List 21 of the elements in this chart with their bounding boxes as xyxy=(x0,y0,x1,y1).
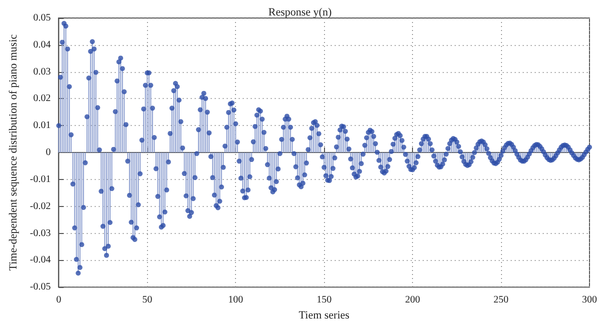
chart-title: Response y(n) xyxy=(268,6,332,18)
x-tick-label: 200 xyxy=(405,294,420,306)
y-tick-label: -0.02 xyxy=(30,200,51,212)
x-tick-label: 0 xyxy=(56,294,62,306)
x-tick-label: 250 xyxy=(494,294,509,306)
x-tick-label: 50 xyxy=(142,294,152,306)
y-tick-label: 0.04 xyxy=(33,39,51,50)
y-tick-label: 0.05 xyxy=(33,12,51,24)
x-tick-label: 300 xyxy=(582,294,597,306)
x-axis-title: Tiem series xyxy=(298,310,350,322)
x-tick-label: 150 xyxy=(316,294,332,306)
y-axis-title: Time-dependent sequence distribution of piano music xyxy=(8,34,20,271)
y-tick-label: 0.03 xyxy=(33,66,51,78)
x-tick-label: 100 xyxy=(228,294,244,306)
y-tick-label: 0 xyxy=(46,147,51,158)
y-tick-label: 0.01 xyxy=(33,120,51,132)
y-tick-label: 0.02 xyxy=(33,93,51,104)
y-tick-label: -0.03 xyxy=(30,228,51,239)
y-tick-label: -0.04 xyxy=(30,254,51,266)
y-tick-label: -0.01 xyxy=(30,174,51,185)
y-tick-label: -0.05 xyxy=(30,282,51,293)
